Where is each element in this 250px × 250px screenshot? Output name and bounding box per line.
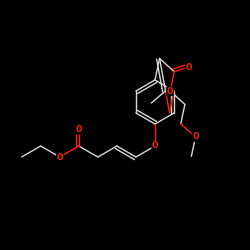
Text: O: O	[167, 86, 173, 96]
Text: O: O	[192, 132, 199, 141]
Text: O: O	[185, 63, 192, 72]
Text: O: O	[76, 125, 82, 134]
Text: O: O	[152, 142, 158, 150]
Text: O: O	[56, 152, 63, 162]
